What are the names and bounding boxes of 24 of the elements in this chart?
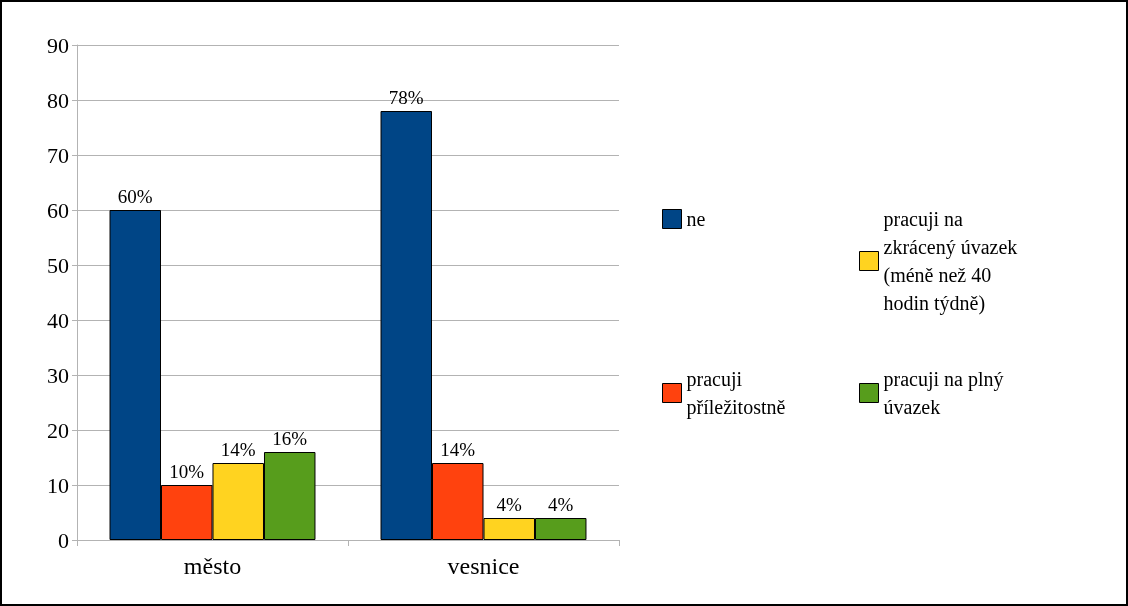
data-label: 78% <box>388 87 424 108</box>
x-tick-label: vesnice <box>447 553 520 579</box>
y-tick-label: 40 <box>47 307 69 333</box>
y-tick-label: 0 <box>58 527 69 553</box>
legend-label: ne <box>686 208 706 230</box>
y-tick-label: 60 <box>47 197 69 223</box>
data-label: 4% <box>548 494 574 515</box>
y-tick-label: 30 <box>47 362 69 388</box>
data-label: 4% <box>496 494 523 515</box>
y-tick-label: 70 <box>47 142 69 168</box>
data-label: 60% <box>117 186 153 207</box>
data-label: 16% <box>272 428 308 449</box>
y-tick-label: 80 <box>47 87 69 113</box>
data-label: 14% <box>220 439 256 460</box>
data-label: 10% <box>169 461 205 482</box>
legend-label: pracuji příležitostně <box>686 368 786 419</box>
y-tick-label: 10 <box>47 472 69 498</box>
x-tick-label: město <box>183 553 242 579</box>
y-tick-label: 50 <box>47 252 69 278</box>
legend-label: pracuji na plný úvazek <box>883 368 1009 418</box>
y-tick-label: 20 <box>47 417 69 443</box>
y-tick-label: 90 <box>47 32 69 58</box>
legend-label: pracuji na zkrácený úvazek (méně než 40 hodin týdně) <box>883 208 1023 315</box>
data-label: 14% <box>440 439 476 460</box>
